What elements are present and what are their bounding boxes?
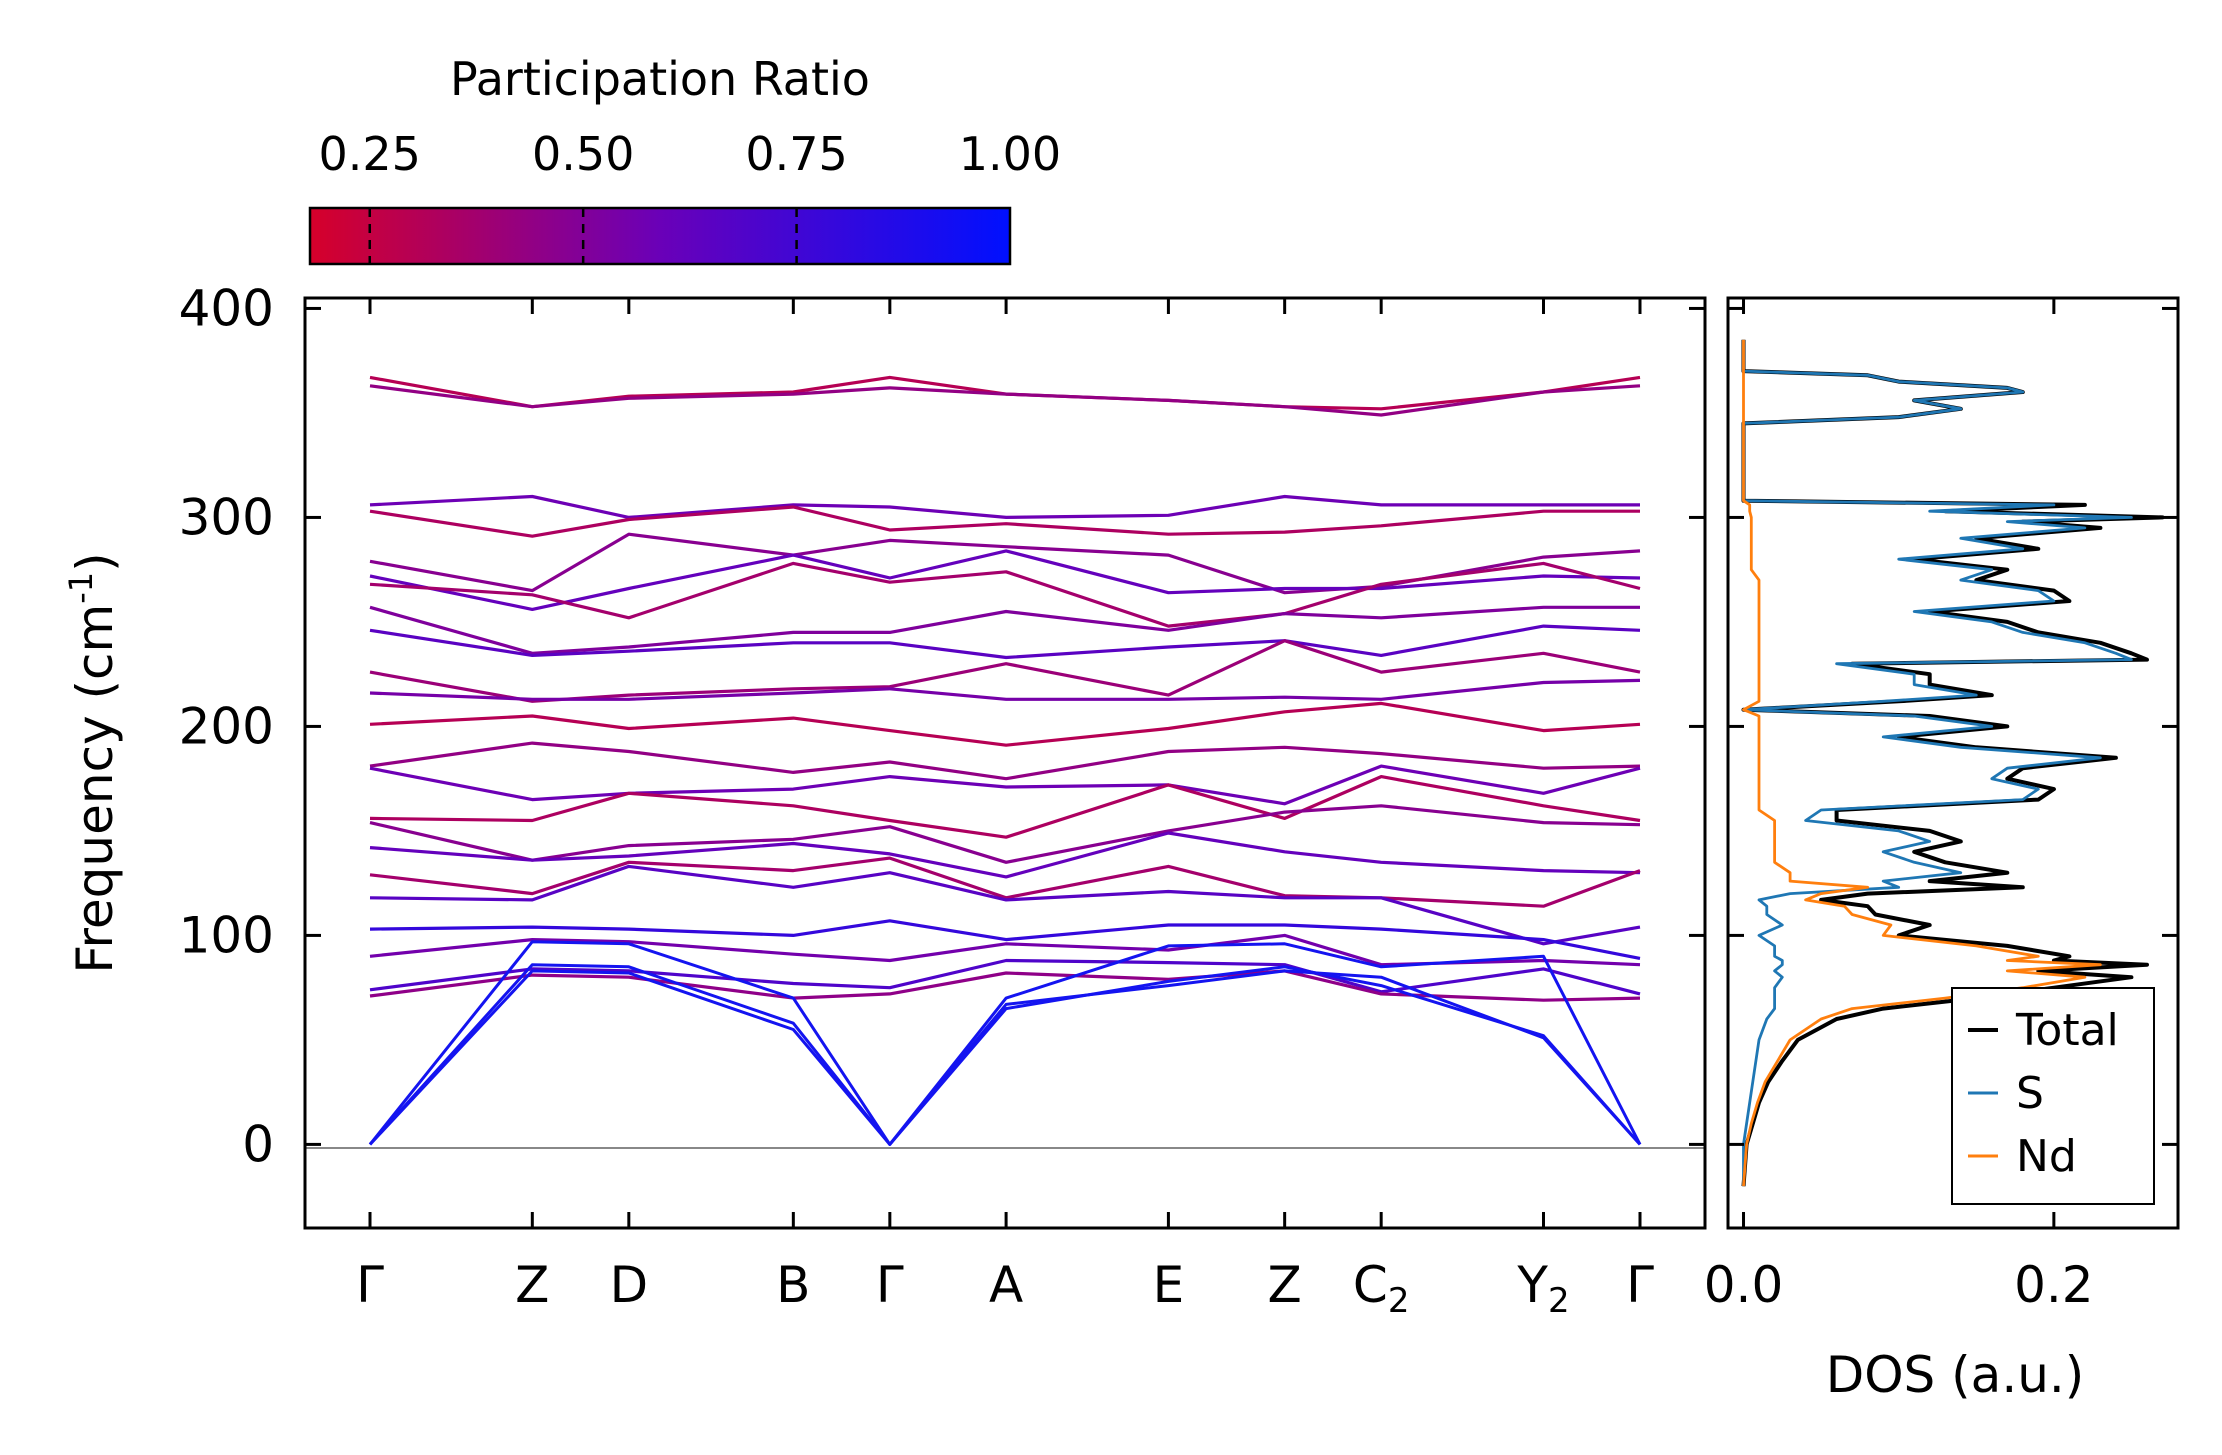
optical-branch bbox=[369, 774, 1641, 839]
y-tick-label: 0 bbox=[242, 1115, 274, 1173]
optical-branch bbox=[369, 969, 1641, 1002]
dos-axes-frame bbox=[1726, 296, 2180, 1230]
dos-x-tick-label: 0.2 bbox=[2014, 1256, 2094, 1314]
kpoint-label: A bbox=[989, 1256, 1023, 1314]
kpoint-label: Γ bbox=[876, 1256, 904, 1314]
optical-branch bbox=[369, 494, 1640, 520]
y-axis-label: Frequency (cm-1) bbox=[62, 552, 124, 973]
optical-branch bbox=[369, 505, 1640, 538]
kpoint-label: Z bbox=[1268, 1256, 1302, 1314]
optical-branch bbox=[369, 701, 1641, 747]
optical-branch bbox=[369, 624, 1641, 660]
kpoint-label: D bbox=[610, 1256, 649, 1314]
colorbar-tick-label: 1.00 bbox=[959, 127, 1061, 181]
legend-label: Total bbox=[2015, 1005, 2119, 1056]
optical-branch bbox=[369, 919, 1641, 960]
y-tick-label: 100 bbox=[179, 906, 274, 964]
dos-series-s bbox=[1742, 339, 2133, 1187]
optical-branch bbox=[369, 639, 1641, 703]
optical-branch bbox=[369, 958, 1641, 996]
y-tick-label: 200 bbox=[179, 697, 274, 755]
optical-branch bbox=[369, 804, 1641, 864]
kpoint-label: Y2 bbox=[1516, 1256, 1569, 1321]
band-structure-panel: 0 100 200 300 400 Γ Z D B Γ A E Z C2 Y2 Γ Frequency (cm… bbox=[62, 279, 1707, 1321]
optical-branch bbox=[369, 605, 1640, 655]
optical-branch bbox=[369, 831, 1641, 879]
acoustic-branch bbox=[368, 963, 1642, 1146]
colorbar: Participation Ratio 0.25 0.50 0.75 1.00 bbox=[308, 52, 1061, 266]
optical-branch bbox=[369, 549, 1641, 612]
acoustic-branch bbox=[368, 940, 1642, 1146]
colorbar-tick-label: 0.25 bbox=[319, 127, 421, 181]
colorbar-tick-label: 0.50 bbox=[532, 127, 634, 181]
colorbar-tick-label: 0.75 bbox=[745, 127, 847, 181]
legend-label: S bbox=[2016, 1068, 2044, 1119]
optical-branch bbox=[369, 864, 1641, 946]
dos-legend: Total S Nd bbox=[1951, 987, 2155, 1205]
y-tick-label: 400 bbox=[179, 279, 274, 337]
optical-branch bbox=[369, 741, 1641, 781]
optical-branch bbox=[369, 384, 1641, 417]
optical-branch bbox=[369, 678, 1641, 701]
legend-frame bbox=[1951, 987, 2155, 1205]
optical-branch bbox=[369, 764, 1641, 806]
kpoint-label: B bbox=[776, 1256, 810, 1314]
kpoint-label: Z bbox=[515, 1256, 549, 1314]
dos-x-axis-label: DOS (a.u.) bbox=[1826, 1346, 2085, 1404]
dos-series-nd bbox=[1742, 339, 2102, 1187]
kpoint-label: Γ bbox=[1626, 1256, 1654, 1314]
y-tick-label: 300 bbox=[179, 488, 274, 546]
legend-label: Nd bbox=[2016, 1131, 2077, 1182]
kpoint-label: C2 bbox=[1353, 1256, 1410, 1321]
colorbar-title: Participation Ratio bbox=[450, 52, 870, 106]
kpoint-label: Γ bbox=[356, 1256, 384, 1314]
dos-panel: 0.0 0.2 DOS (a.u.) Total S Nd bbox=[1704, 296, 2180, 1404]
optical-branch bbox=[369, 561, 1641, 628]
dos-x-tick-label: 0.0 bbox=[1704, 1256, 1784, 1314]
optical-branch bbox=[369, 856, 1641, 908]
acoustic-branch bbox=[368, 969, 1642, 1146]
colorbar-gradient bbox=[308, 206, 1012, 266]
kpoint-label: E bbox=[1153, 1256, 1185, 1314]
